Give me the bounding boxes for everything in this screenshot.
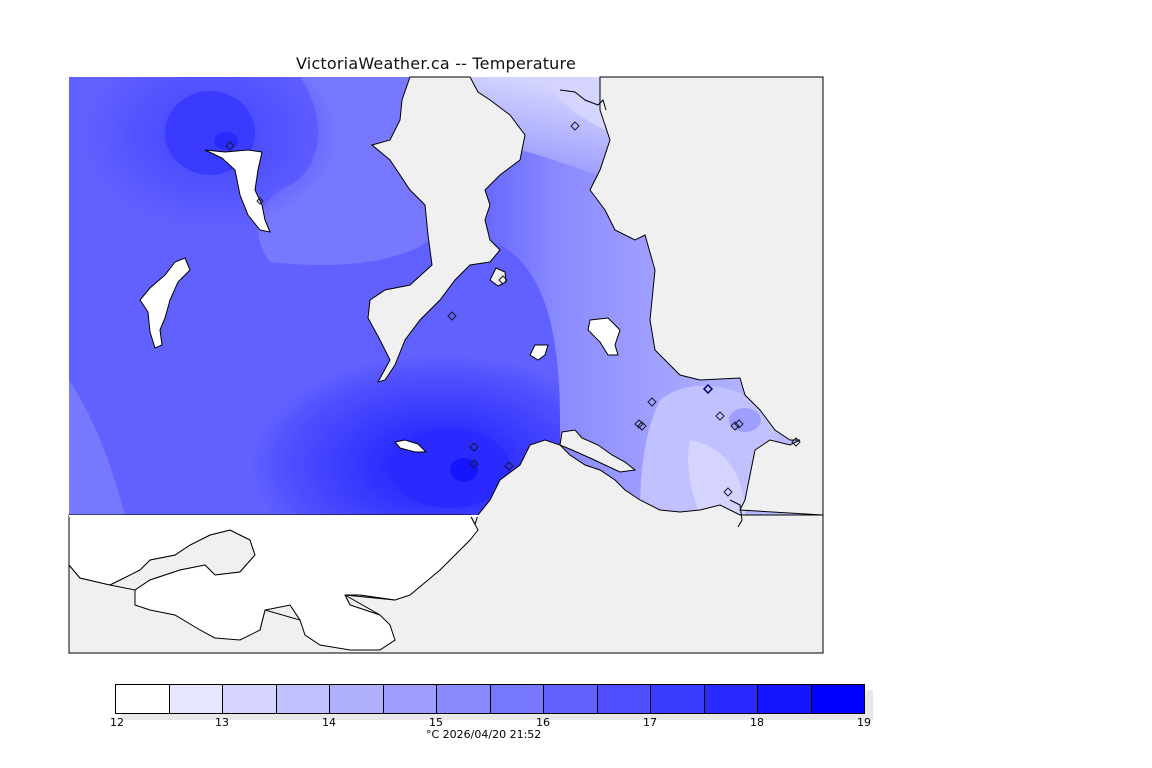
lake-sooke [204,149,271,233]
legend-shadow [865,690,873,718]
legend-color-cell [544,685,598,713]
station-marker [734,419,744,429]
esquimalt-lagoon [394,439,428,453]
legend-color-cell [704,685,758,713]
station-marker [447,311,457,321]
station-marker [225,141,235,151]
legend-shadow [121,714,873,720]
legend-tick: 12 [110,716,124,729]
east-peninsula-tip [729,499,743,528]
legend-tick: 14 [322,716,336,729]
legend-color-cell [223,685,277,713]
legend-color-cell [811,685,864,713]
prospect-lake [529,344,549,361]
legend-color-cell [276,685,330,713]
saanich-inlet-water [367,76,526,383]
sidney-coast [559,89,607,111]
portage-inlet [489,267,507,287]
legend-color-cell [651,685,705,713]
victoria-harbour [559,429,637,473]
elk-lake [587,317,621,356]
legend-tick: 15 [429,716,443,729]
station-marker [469,442,479,452]
station-marker [723,487,733,497]
legend-color-cell [490,685,544,713]
station-marker [647,397,657,407]
legend-caption: °C 2026/04/20 21:52 [426,728,542,741]
map-title: VictoriaWeather.ca -- Temperature [296,54,576,73]
legend-tick: 19 [857,716,871,729]
temperature-legend [115,684,865,714]
station-marker [570,121,580,131]
legend-color-cell [597,685,651,713]
station-marker [637,421,647,431]
legend-color-cell [330,685,384,713]
legend-tick: 13 [215,716,229,729]
station-markers [225,121,801,497]
station-marker [469,459,479,469]
lake-shawnigan [139,257,191,349]
legend-tick: 16 [536,716,550,729]
station-marker [498,275,508,285]
legend-color-cell [758,685,812,713]
legend-color-cell [383,685,437,713]
haro-strait-water [589,76,824,516]
legend-tick: 18 [750,716,764,729]
legend-color-cell [169,685,223,713]
legend-color-cell [116,685,170,713]
station-marker [730,421,740,431]
station-marker [702,383,714,395]
station-marker [504,461,514,471]
legend-color-cell [437,685,491,713]
south-coast-landmass-redraw [68,514,479,651]
station-marker [715,411,725,421]
coastline-details [139,89,743,528]
station-marker [791,437,801,447]
legend-tick: 17 [643,716,657,729]
station-marker [256,197,264,205]
